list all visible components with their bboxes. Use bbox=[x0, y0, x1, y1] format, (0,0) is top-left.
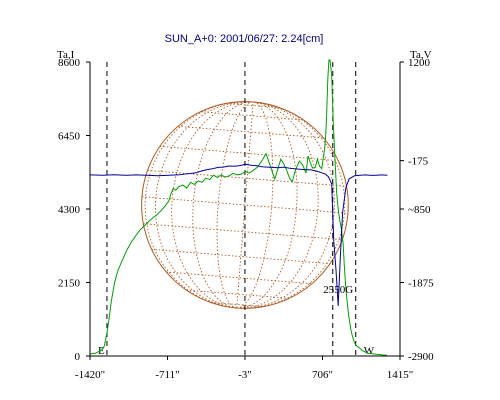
right-axis-label: Ta,V bbox=[410, 49, 432, 61]
x-tick-label: -711" bbox=[155, 369, 179, 381]
right-tick-label: 1200 bbox=[408, 57, 431, 69]
left-axis-label: Ta,I bbox=[57, 49, 75, 61]
left-tick-label: 0 bbox=[75, 351, 81, 363]
longitude-line bbox=[236, 101, 346, 309]
longitude-line bbox=[236, 101, 335, 309]
left-tick-label: 4300 bbox=[58, 204, 81, 216]
x-tick-label: -1420" bbox=[75, 369, 105, 381]
right-tick-label: -175 bbox=[408, 156, 429, 168]
right-tick-label: -1875 bbox=[408, 278, 434, 290]
latitude-line bbox=[141, 196, 348, 214]
left-tick-label: 6450 bbox=[58, 131, 81, 143]
limb-marker-label: W bbox=[364, 345, 375, 357]
longitude-line bbox=[236, 101, 319, 309]
tick-labels: 0 2150 4300 6450 8600 -2900 -1875 ~850 -175 1200 -… bbox=[58, 57, 434, 381]
left-tick-label: 2150 bbox=[58, 278, 81, 290]
right-tick-label: -2900 bbox=[408, 351, 434, 363]
series-line-ta-i bbox=[89, 59, 387, 356]
right-tick-label: ~850 bbox=[408, 204, 431, 216]
series-line-ta-v bbox=[89, 163, 388, 306]
annotation-label: 2550G bbox=[323, 284, 353, 296]
solar-disk-outline bbox=[141, 101, 349, 309]
x-tick-label: 706" bbox=[312, 369, 333, 381]
longitude-line bbox=[236, 101, 298, 309]
x-tick-label: 1415" bbox=[387, 369, 414, 381]
longitude-line bbox=[171, 101, 254, 309]
longitude-line bbox=[144, 101, 254, 309]
solar-disk-grid bbox=[141, 101, 349, 309]
limb-marker-label: E bbox=[98, 345, 105, 357]
x-tick-label: -3" bbox=[238, 369, 252, 381]
latitude-line bbox=[166, 271, 312, 285]
longitude-line bbox=[154, 101, 254, 309]
data-series bbox=[89, 59, 388, 356]
left-tick-label: 8600 bbox=[58, 57, 81, 69]
chart-title: SUN_A+0: 2001/06/27: 2.24[cm] bbox=[165, 33, 324, 45]
longitude-line bbox=[236, 102, 254, 308]
